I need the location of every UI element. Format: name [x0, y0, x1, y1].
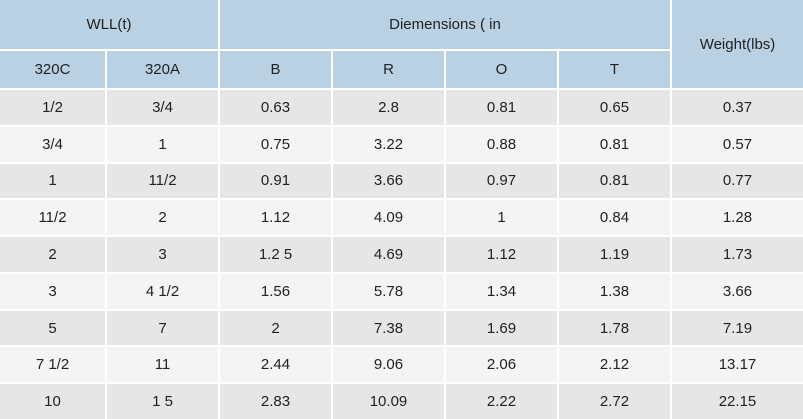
table-cell: 9.06	[333, 347, 444, 383]
table-cell: 11/2	[107, 163, 218, 199]
table-cell: 3	[107, 237, 218, 272]
table-cell: 5	[0, 310, 105, 346]
table-cell: 0.81	[559, 126, 670, 162]
table-cell: 1/2	[0, 90, 105, 125]
table-cell: 1.78	[559, 310, 670, 346]
header-cell: WLL(t)	[0, 0, 218, 49]
table-cell: 3/4	[0, 126, 105, 162]
table-cell: 3.22	[333, 126, 444, 162]
table-cell: 11	[107, 347, 218, 383]
table-cell: 4 1/2	[107, 273, 218, 309]
table-cell: 0.84	[559, 200, 670, 236]
table-cell: 5.78	[333, 273, 444, 309]
table-cell: 22.15	[672, 384, 803, 419]
table-cell: 4.69	[333, 237, 444, 272]
table-cell: 2	[0, 237, 105, 272]
table-cell: 1.2 5	[220, 237, 331, 272]
table-cell: 1.56	[220, 273, 331, 309]
table-cell: 1.28	[672, 200, 803, 236]
column-header: R	[333, 51, 444, 88]
table-cell: 1	[107, 126, 218, 162]
table-cell: 2	[107, 200, 218, 236]
table-cell: 0.81	[559, 163, 670, 199]
table-cell: 0.81	[446, 90, 557, 125]
table-cell: 2.83	[220, 384, 331, 419]
table-cell: 0.57	[672, 126, 803, 162]
table-cell: 1	[0, 163, 105, 199]
table-cell: 1.73	[672, 237, 803, 272]
table-cell: 3/4	[107, 90, 218, 125]
header-cell: Weight(lbs)	[672, 0, 803, 88]
table-cell: 1.34	[446, 273, 557, 309]
column-header: B	[220, 51, 331, 88]
table-cell: 0.37	[672, 90, 803, 125]
table-cell: 10	[0, 384, 105, 419]
table-cell: 0.97	[446, 163, 557, 199]
table-cell: 2.8	[333, 90, 444, 125]
table-cell: 3.66	[672, 273, 803, 309]
table-cell: 0.75	[220, 126, 331, 162]
table-cell: 7	[107, 310, 218, 346]
table-cell: 1.19	[559, 237, 670, 272]
table-cell: 1	[446, 200, 557, 236]
table-cell: 7.19	[672, 310, 803, 346]
table-cell: 1 5	[107, 384, 218, 419]
table-cell: 1.12	[446, 237, 557, 272]
table-cell: 7.38	[333, 310, 444, 346]
table-cell: 3.66	[333, 163, 444, 199]
table-cell: 0.65	[559, 90, 670, 125]
column-header: O	[446, 51, 557, 88]
table-cell: 1.12	[220, 200, 331, 236]
table-cell: 0.88	[446, 126, 557, 162]
column-header: T	[559, 51, 670, 88]
table-cell: 4.09	[333, 200, 444, 236]
table-cell: 7 1/2	[0, 347, 105, 383]
table-cell: 13.17	[672, 347, 803, 383]
column-header: 320C	[0, 51, 105, 88]
table-cell: 2.12	[559, 347, 670, 383]
table-cell: 0.91	[220, 163, 331, 199]
table-cell: 2.44	[220, 347, 331, 383]
column-header: 320A	[107, 51, 218, 88]
table-cell: 1.69	[446, 310, 557, 346]
table-cell: 2.22	[446, 384, 557, 419]
table-cell: 1.38	[559, 273, 670, 309]
table-cell: 2.06	[446, 347, 557, 383]
header-cell: Diemensions ( in	[220, 0, 670, 49]
table-cell: 11/2	[0, 200, 105, 236]
table-cell: 10.09	[333, 384, 444, 419]
table-cell: 0.77	[672, 163, 803, 199]
table-cell: 2.72	[559, 384, 670, 419]
table-cell: 2	[220, 310, 331, 346]
table-cell: 0.63	[220, 90, 331, 125]
table-cell: 3	[0, 273, 105, 309]
